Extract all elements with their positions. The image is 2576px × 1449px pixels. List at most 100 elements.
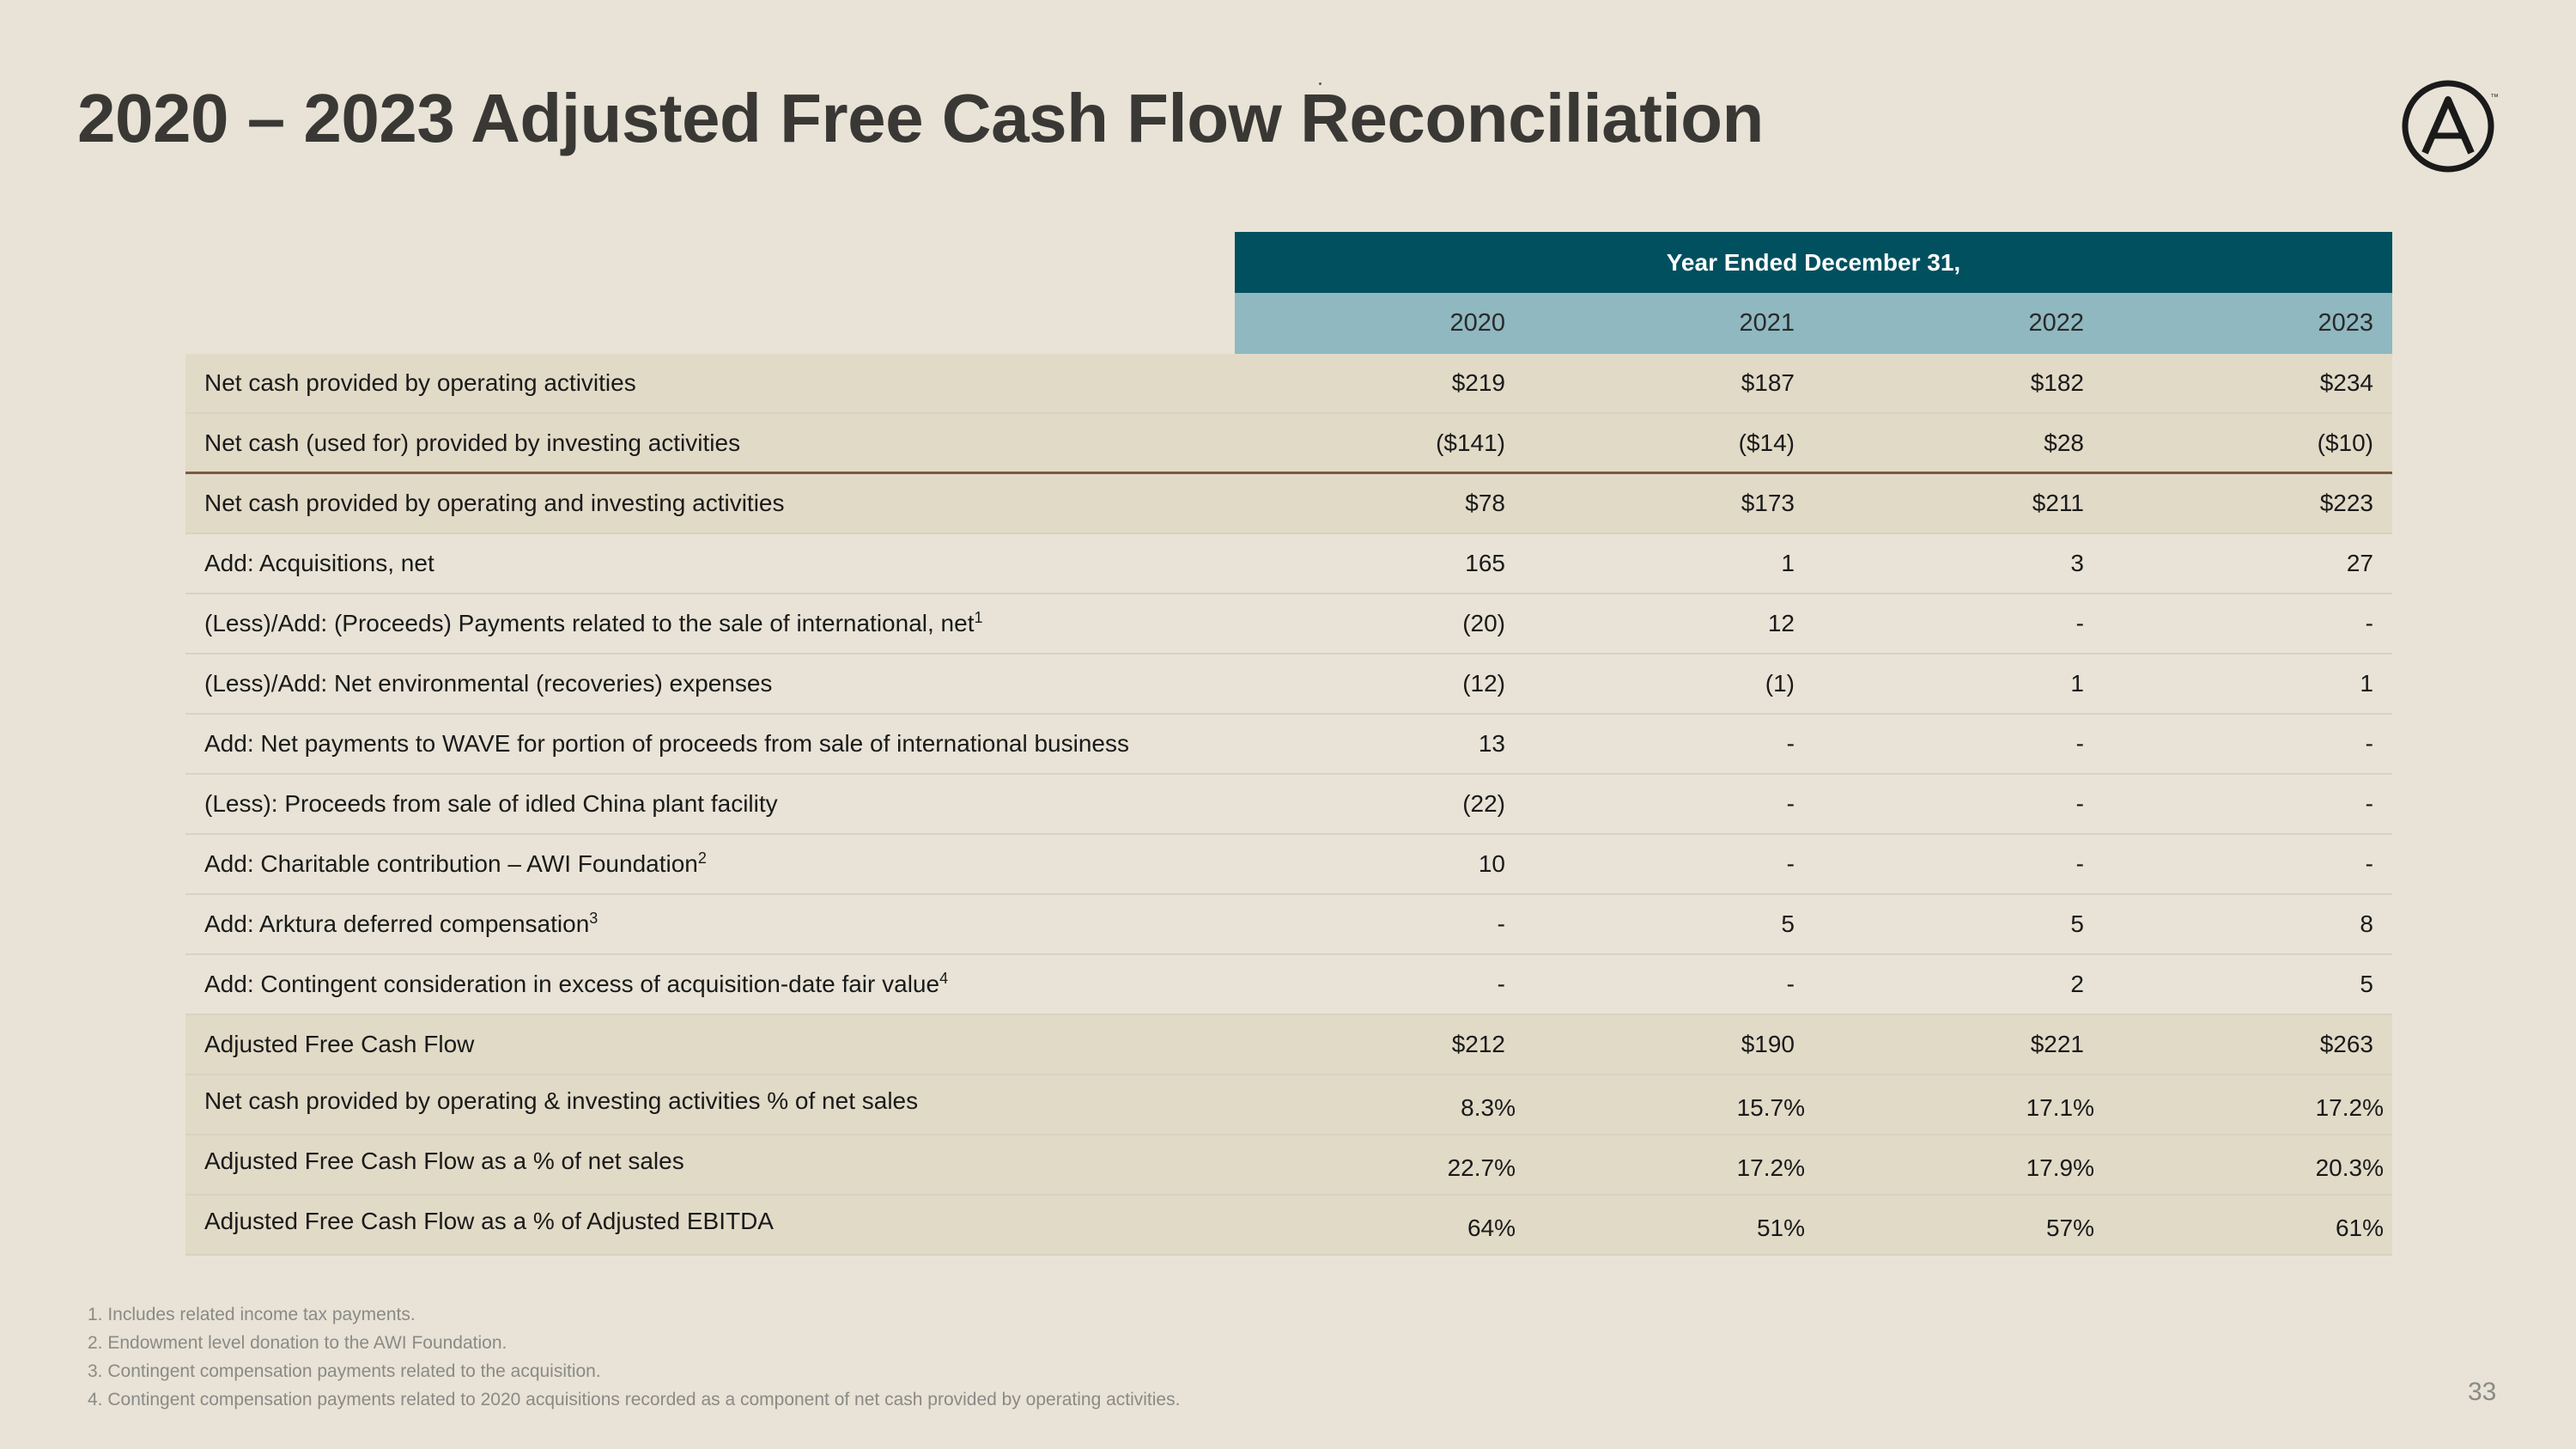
row-label-text: Adjusted Free Cash Flow	[204, 1031, 475, 1057]
cell-value: $211	[2032, 490, 2084, 516]
row-label-text: (Less)/Add: (Proceeds) Payments related …	[204, 610, 975, 636]
footnote-ref: 3	[589, 910, 598, 927]
cell-value: $173	[1741, 490, 1795, 516]
cell-value: 12	[1767, 610, 1795, 636]
cell-value: $78	[1465, 490, 1505, 516]
table-row: Adjusted Free Cash Flow as a % of net sa…	[185, 1135, 2392, 1196]
cell-value: -	[1786, 850, 1795, 877]
row-label-text: Add: Acquisitions, net	[204, 550, 434, 576]
table-row: Net cash provided by operating & investi…	[185, 1075, 2392, 1135]
footnote: 2. Endowment level donation to the AWI F…	[88, 1333, 507, 1353]
row-label-text: Net cash (used for) provided by investin…	[204, 429, 741, 456]
cell-value: 5	[1781, 910, 1795, 937]
cell-value: 165	[1465, 550, 1505, 576]
year-header: 2021	[1739, 309, 1795, 337]
cell-value: $190	[1741, 1031, 1795, 1057]
cell-value: (20)	[1462, 610, 1505, 636]
cell-value: (12)	[1462, 670, 1505, 697]
cell-value: (22)	[1462, 790, 1505, 817]
cell-value: $182	[2030, 369, 2084, 396]
cell-value: 17.1%	[2026, 1094, 2094, 1121]
cell-value: -	[1497, 971, 1505, 997]
year-header-row: 2020 2021 2022 2023	[1235, 293, 2392, 354]
year-header: 2023	[2318, 309, 2373, 337]
row-label-text: (Less)/Add: Net environmental (recoverie…	[204, 670, 773, 697]
year-header: 2020	[1449, 309, 1505, 337]
row-label: (Less)/Add: (Proceeds) Payments related …	[185, 610, 1235, 637]
cell-value: $234	[2319, 369, 2373, 396]
cell-value: 20.3%	[2315, 1154, 2384, 1181]
cell-value: -	[2075, 790, 2084, 817]
row-label: Add: Contingent consideration in excess …	[185, 971, 1235, 998]
cell-value: -	[2075, 850, 2084, 877]
cell-value: $263	[2319, 1031, 2373, 1057]
row-label-text: Adjusted Free Cash Flow as a % of Adjust…	[204, 1208, 774, 1234]
cell-value: -	[1786, 730, 1795, 757]
cell-value: 1	[1781, 550, 1795, 576]
cell-value: 1	[2070, 670, 2084, 697]
row-label: Adjusted Free Cash Flow	[185, 1031, 1235, 1058]
footnote-ref: 1	[974, 609, 983, 626]
cell-value: 51%	[1756, 1215, 1805, 1241]
table-row: Add: Acquisitions, net 165 1 3 27	[185, 534, 2392, 594]
table-body: Net cash provided by operating activitie…	[185, 354, 2392, 1256]
row-label: (Less): Proceeds from sale of idled Chin…	[185, 790, 1235, 818]
cell-value: $212	[1451, 1031, 1505, 1057]
footnote: 1. Includes related income tax payments.	[88, 1305, 416, 1324]
cell-value: 10	[1478, 850, 1505, 877]
footnote-ref: 2	[697, 849, 707, 867]
table-row: Net cash (used for) provided by investin…	[185, 414, 2392, 474]
footnotes: 1. Includes related income tax payments.…	[88, 1300, 1180, 1414]
cell-value: 22.7%	[1447, 1154, 1516, 1181]
row-label: Net cash (used for) provided by investin…	[185, 429, 1235, 457]
cell-value: 17.2%	[1736, 1154, 1805, 1181]
cell-value: $223	[2319, 490, 2373, 516]
table-row: Adjusted Free Cash Flow as a % of Adjust…	[185, 1196, 2392, 1256]
row-label-text: Net cash provided by operating and inves…	[204, 490, 785, 516]
row-label-text: Add: Charitable contribution – AWI Found…	[204, 850, 698, 877]
cell-value: 8	[2360, 910, 2373, 937]
cell-value: 17.2%	[2315, 1094, 2384, 1121]
cell-value: 61%	[2335, 1215, 2384, 1241]
cell-value: 1	[2360, 670, 2373, 697]
table-row: (Less)/Add: (Proceeds) Payments related …	[185, 594, 2392, 654]
year-header: 2022	[2028, 309, 2084, 337]
stray-dot	[1319, 82, 1321, 85]
cell-value: -	[2075, 610, 2084, 636]
table-row: (Less)/Add: Net environmental (recoverie…	[185, 654, 2392, 715]
row-label-text: (Less): Proceeds from sale of idled Chin…	[204, 790, 778, 817]
row-label-text: Net cash provided by operating & investi…	[204, 1087, 919, 1114]
cell-value: 27	[2346, 550, 2373, 576]
cell-value: 5	[2360, 971, 2373, 997]
cell-value: -	[2365, 610, 2373, 636]
cell-value: $187	[1741, 369, 1795, 396]
row-label-text: Adjusted Free Cash Flow as a % of net sa…	[204, 1148, 684, 1174]
footnote: 4. Contingent compensation payments rela…	[88, 1390, 1181, 1409]
cell-value: 15.7%	[1736, 1094, 1805, 1121]
table-row: Adjusted Free Cash Flow $212 $190 $221 $263	[185, 1015, 2392, 1075]
table-row: Add: Charitable contribution – AWI Found…	[185, 835, 2392, 895]
cell-value: 5	[2070, 910, 2084, 937]
cell-value: -	[2075, 730, 2084, 757]
page-number: 33	[2468, 1378, 2497, 1406]
row-label: Add: Arktura deferred compensation3	[185, 910, 1235, 938]
row-label: Net cash provided by operating & investi…	[185, 1087, 1235, 1122]
row-label-text: Add: Contingent consideration in excess …	[204, 971, 940, 997]
table-row: (Less): Proceeds from sale of idled Chin…	[185, 775, 2392, 835]
cell-value: -	[2365, 790, 2373, 817]
trademark-mark: ™	[2490, 93, 2499, 102]
cell-value: -	[2365, 850, 2373, 877]
cell-value: ($141)	[1436, 429, 1505, 456]
cell-value: 2	[2070, 971, 2084, 997]
row-label: Adjusted Free Cash Flow as a % of net sa…	[185, 1148, 1235, 1182]
cell-value: -	[1786, 971, 1795, 997]
table-row: Add: Net payments to WAVE for portion of…	[185, 715, 2392, 775]
row-label-text: Add: Net payments to WAVE for portion of…	[204, 730, 1129, 757]
cell-value: $219	[1451, 369, 1505, 396]
row-label-text: Net cash provided by operating activitie…	[204, 369, 636, 396]
cell-value: ($14)	[1738, 429, 1795, 456]
cell-value: 64%	[1467, 1215, 1516, 1241]
cell-value: 3	[2070, 550, 2084, 576]
row-label-text: Add: Arktura deferred compensation	[204, 910, 590, 937]
cell-value: -	[1497, 910, 1505, 937]
